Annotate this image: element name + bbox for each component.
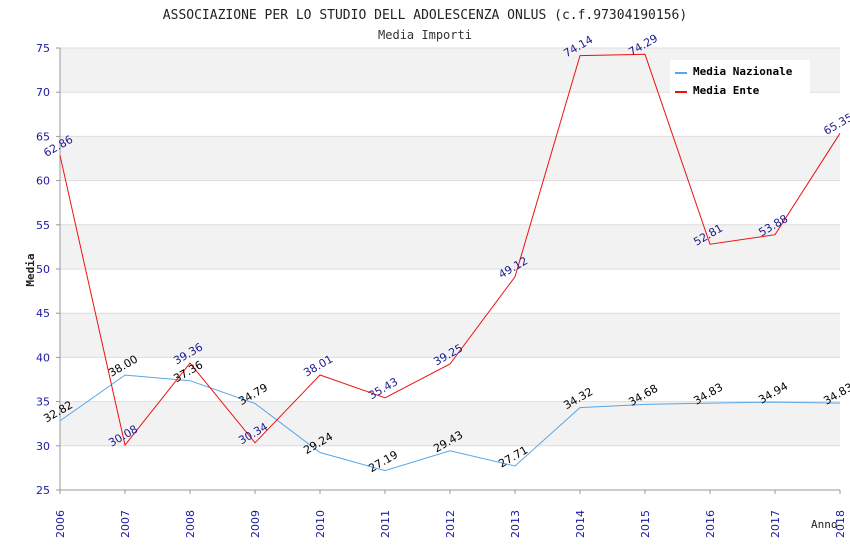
legend-label-media-ente: Media Ente <box>693 84 760 97</box>
x-tick-2012: 2012 <box>444 510 457 538</box>
band-4 <box>60 269 840 314</box>
y-tick-45: 45 <box>36 307 50 320</box>
band-1 <box>60 401 840 446</box>
legend-label-media-nazionale: Media Nazionale <box>693 65 793 78</box>
x-tick-2013: 2013 <box>509 510 522 538</box>
band-5 <box>60 224 840 269</box>
series-line-media-nazionale <box>59 374 841 472</box>
y-tick-70: 70 <box>36 86 50 99</box>
band-2 <box>60 357 840 402</box>
x-tick-2016: 2016 <box>704 510 717 538</box>
band-3 <box>60 313 840 358</box>
legend-box <box>670 60 810 98</box>
x-tick-2015: 2015 <box>639 510 652 538</box>
y-tick-65: 65 <box>36 130 50 143</box>
x-tick-2006: 2006 <box>54 510 67 538</box>
background-bands <box>60 48 840 490</box>
band-6 <box>60 180 840 225</box>
series-line-media-ente <box>59 53 841 447</box>
series-lines <box>59 53 841 472</box>
x-tick-2010: 2010 <box>314 510 327 538</box>
x-tick-2018: 2018 <box>834 510 847 538</box>
band-7 <box>60 136 840 181</box>
y-tick-75: 75 <box>36 42 50 55</box>
x-tick-2017: 2017 <box>769 510 782 538</box>
x-tick-2007: 2007 <box>119 510 132 538</box>
x-tick-labels: 2006 2007 2008 2009 2010 2011 2012 2013 2014 2015… <box>54 490 847 538</box>
band-8 <box>60 92 840 137</box>
legend: Media Nazionale Media Ente <box>670 60 810 98</box>
chart-title: ASSOCIAZIONE PER LO STUDIO DELL ADOLESCE… <box>163 8 687 23</box>
x-tick-2009: 2009 <box>249 510 262 538</box>
band-0 <box>60 445 840 490</box>
y-axis-label: Media <box>24 253 37 286</box>
y-tick-55: 55 <box>36 219 50 232</box>
y-tick-labels: 25 30 35 40 45 50 55 60 65 70 75 <box>36 42 60 497</box>
x-tick-2011: 2011 <box>379 510 392 538</box>
x-tick-2014: 2014 <box>574 510 587 538</box>
y-tick-40: 40 <box>36 351 50 364</box>
y-tick-30: 30 <box>36 440 50 453</box>
y-tick-25: 25 <box>36 484 50 497</box>
x-axis-label: Anno <box>811 518 838 531</box>
chart-subtitle: Media Importi <box>378 28 472 42</box>
y-tick-35: 35 <box>36 396 50 409</box>
x-tick-2008: 2008 <box>184 510 197 538</box>
y-tick-60: 60 <box>36 175 50 188</box>
y-tick-50: 50 <box>36 263 50 276</box>
